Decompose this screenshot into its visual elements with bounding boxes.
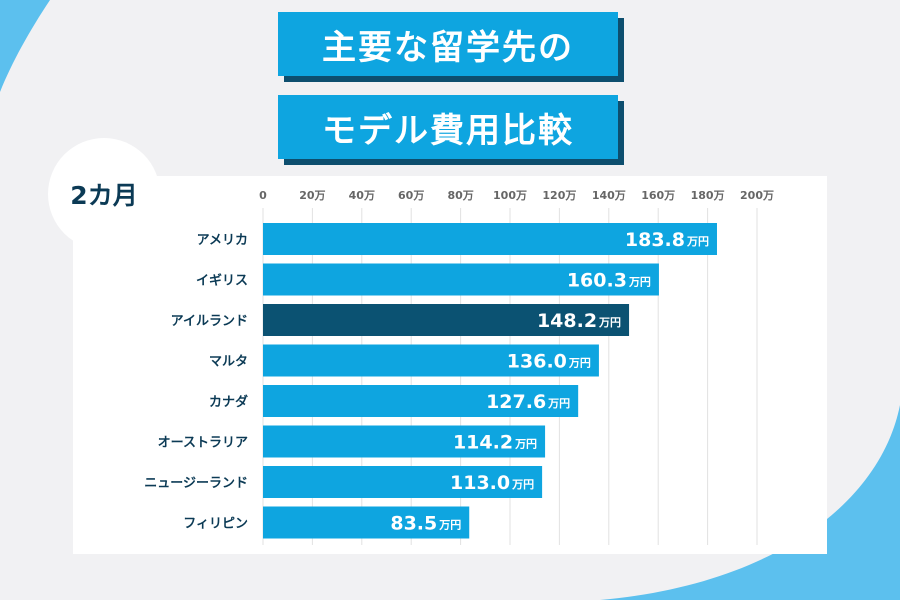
- value-unit-label: 万円: [568, 357, 591, 370]
- value-label: 113.0: [450, 472, 510, 494]
- bar: [263, 304, 630, 336]
- category-label: カナダ: [209, 394, 248, 410]
- bar: [263, 506, 470, 539]
- x-tick-label: 80万: [447, 189, 473, 202]
- value-unit-label: 万円: [547, 397, 570, 410]
- value-unit-label: 万円: [628, 276, 651, 289]
- bar: [263, 385, 579, 417]
- x-tick-label: 160万: [641, 189, 675, 202]
- category-label: オーストラリア: [158, 436, 248, 451]
- value-unit-label: 万円: [511, 478, 534, 491]
- title-line-1: 主要な留学先の: [278, 12, 618, 76]
- value-label: 114.2: [453, 432, 513, 454]
- x-tick-label: 120万: [542, 189, 576, 202]
- category-label: マルタ: [209, 355, 248, 370]
- bar: [263, 344, 599, 377]
- category-label: フィリピン: [183, 517, 248, 532]
- bar: [263, 425, 546, 458]
- x-tick-label: 60万: [398, 189, 424, 202]
- value-unit-label: 万円: [514, 438, 537, 451]
- category-label: イギリス: [196, 273, 248, 289]
- value-unit-label: 万円: [438, 519, 461, 532]
- value-label: 148.2: [537, 310, 597, 332]
- x-tick-label: 40万: [349, 189, 375, 202]
- bar: [263, 466, 543, 498]
- x-tick-label: 0: [259, 189, 267, 202]
- category-label: ニュージーランド: [144, 476, 248, 491]
- value-label: 127.6: [486, 391, 546, 413]
- category-label: アメリカ: [197, 233, 248, 248]
- title-line-2: モデル費用比較: [278, 95, 618, 159]
- x-tick-label: 140万: [592, 189, 626, 202]
- value-label: 160.3: [567, 270, 627, 292]
- bar: [263, 223, 717, 255]
- x-tick-label: 180万: [691, 189, 725, 202]
- x-tick-label: 20万: [299, 189, 325, 202]
- duration-badge: 2カ月: [48, 138, 160, 250]
- bar: [263, 263, 659, 296]
- value-unit-label: 万円: [598, 316, 621, 329]
- value-label: 136.0: [507, 351, 567, 373]
- value-label: 83.5: [390, 513, 437, 535]
- value-label: 183.8: [625, 229, 685, 251]
- x-tick-label: 100万: [493, 189, 527, 202]
- x-tick-label: 200万: [740, 189, 774, 202]
- category-label: アイルランド: [171, 314, 248, 329]
- value-unit-label: 万円: [686, 235, 709, 248]
